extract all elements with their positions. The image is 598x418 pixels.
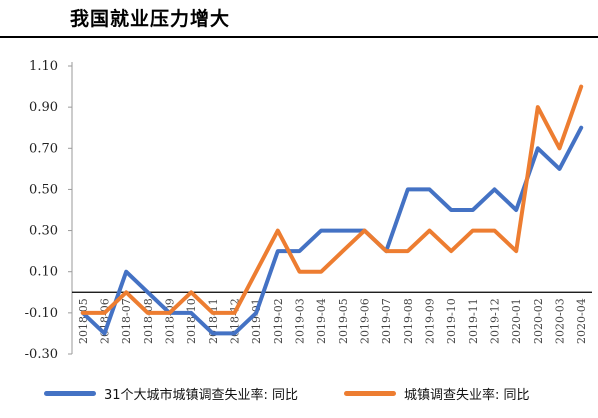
x-tick-label: 2018-10: [185, 298, 198, 344]
x-tick-label: 2019-12: [489, 298, 502, 344]
series-line-2: [80, 84, 584, 315]
y-tick-label: -0.10: [25, 306, 58, 321]
x-tick-label: 2018-07: [120, 298, 133, 344]
title-divider: [0, 36, 598, 38]
x-tick-label: 2018-05: [77, 298, 90, 344]
x-tick-label: 2019-04: [315, 298, 328, 344]
legend: 31个大城市城镇调查失业率: 同比 城镇调查失业率: 同比: [0, 384, 598, 414]
x-tick-label: 2018-11: [207, 298, 220, 344]
x-tick-label: 2019-07: [380, 298, 393, 344]
x-tick-label: 2019-02: [272, 298, 285, 344]
chart-title: 我国就业压力增大: [70, 8, 231, 30]
x-tick-label: 2020-01: [510, 298, 523, 344]
y-tick-label: 0.50: [29, 182, 58, 197]
line-chart: 1.10 0.90 0.70 0.50 0.30 0.10 -0.10 -0.30 2018-0…: [25, 59, 592, 362]
x-tick-label: 2019-03: [294, 298, 307, 344]
legend-item-series-2: 城镇调查失业率: 同比: [344, 384, 530, 403]
x-tick-label: 2019-06: [359, 298, 372, 344]
y-tick-label: 0.10: [29, 265, 58, 280]
x-tick-label: 2020-03: [554, 298, 567, 344]
legend-item-series-1: 31个大城市城镇调查失业率: 同比: [44, 384, 298, 403]
x-tick-label: 2019-10: [445, 298, 458, 344]
x-tick-label: 2018-09: [164, 298, 177, 344]
y-tick-label: 1.10: [29, 59, 58, 74]
x-tick-label: 2019-01: [250, 298, 263, 344]
y-tick-label: 0.30: [29, 224, 58, 239]
x-tick-label: 2019-05: [337, 298, 350, 344]
series-line-1: [80, 125, 584, 336]
y-tick-label: -0.30: [25, 347, 58, 362]
legend-label-series-1: 31个大城市城镇调查失业率: 同比: [104, 388, 299, 403]
x-tick-label: 2018-08: [142, 298, 155, 344]
legend-label-series-2: 城镇调查失业率: 同比: [404, 388, 530, 403]
x-tick-label: 2019-11: [467, 298, 480, 344]
y-tick-label: 0.70: [29, 141, 58, 156]
x-tick-label: 2020-02: [532, 298, 545, 344]
x-tick-label: 2019-08: [402, 298, 415, 344]
y-tick-label: 0.90: [29, 100, 58, 115]
x-tick-label: 2019-09: [424, 298, 437, 344]
x-tick-label: 2020-04: [575, 298, 588, 344]
legend-swatch-series-2: [344, 391, 396, 396]
legend-swatch-series-1: [44, 391, 96, 396]
